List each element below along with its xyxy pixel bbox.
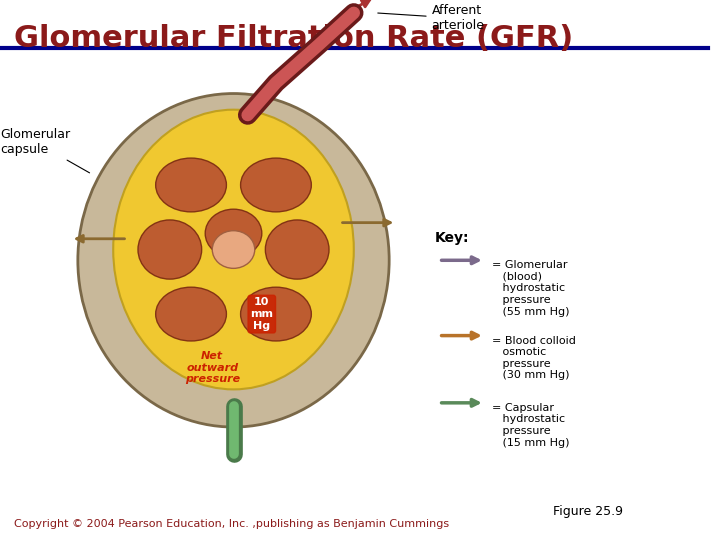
Ellipse shape xyxy=(212,231,255,268)
Text: = Glomerular
   (blood)
   hydrostatic
   pressure
   (55 mm Hg): = Glomerular (blood) hydrostatic pressur… xyxy=(492,260,570,316)
Text: Glomerular Filtration Rate (GFR): Glomerular Filtration Rate (GFR) xyxy=(14,24,573,52)
Ellipse shape xyxy=(240,287,311,341)
Text: Figure 25.9: Figure 25.9 xyxy=(553,505,623,518)
Ellipse shape xyxy=(113,110,354,389)
Ellipse shape xyxy=(240,158,311,212)
Text: = Capsular
   hydrostatic
   pressure
   (15 mm Hg): = Capsular hydrostatic pressure (15 mm H… xyxy=(492,403,570,448)
Text: Copyright © 2004 Pearson Education, Inc. ,publishing as Benjamin Cummings: Copyright © 2004 Pearson Education, Inc.… xyxy=(14,519,449,529)
Text: Afferent
arteriole: Afferent arteriole xyxy=(378,4,485,32)
Ellipse shape xyxy=(205,209,262,258)
Ellipse shape xyxy=(156,158,226,212)
Ellipse shape xyxy=(138,220,202,279)
Text: Glomerular
capsule: Glomerular capsule xyxy=(0,128,89,173)
Text: Key:: Key: xyxy=(435,231,469,245)
Text: Net
outward
pressure: Net outward pressure xyxy=(185,351,240,384)
Text: 10
mm
Hg: 10 mm Hg xyxy=(251,298,274,330)
Ellipse shape xyxy=(156,287,226,341)
Ellipse shape xyxy=(266,220,329,279)
Ellipse shape xyxy=(78,93,390,427)
Text: = Blood colloid
   osmotic
   pressure
   (30 mm Hg): = Blood colloid osmotic pressure (30 mm … xyxy=(492,335,576,380)
